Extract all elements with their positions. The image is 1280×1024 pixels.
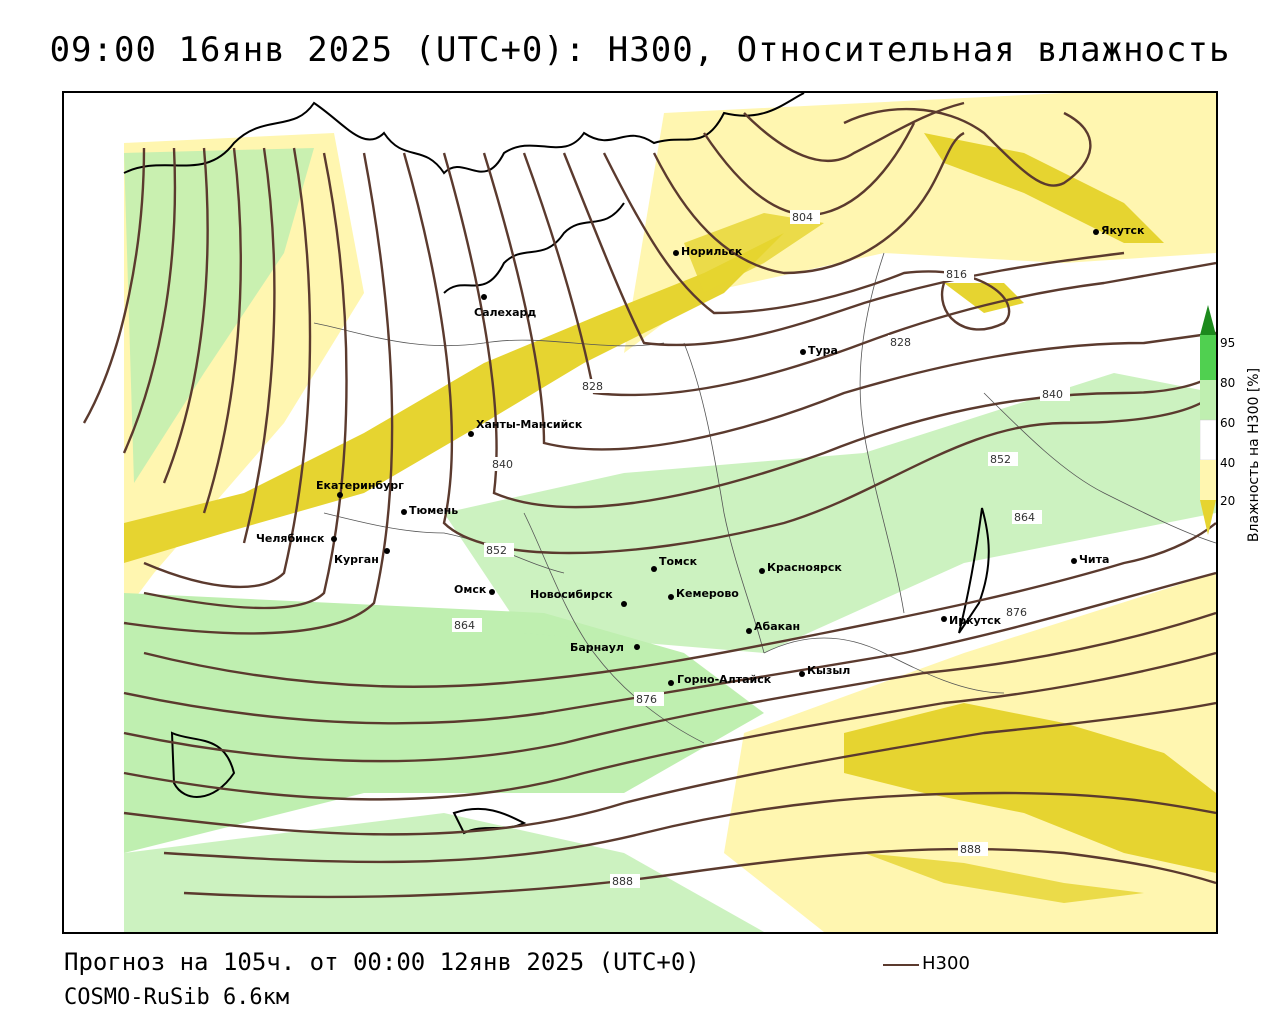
city-marker [941, 616, 947, 622]
contour-label: 864 [1014, 511, 1035, 524]
humidity-dry-band [844, 703, 1216, 873]
humidity-dry-band [864, 853, 1144, 903]
city-label: Горно-Алтайск [677, 673, 772, 686]
humidity-fields [124, 93, 1216, 932]
city-label: Томск [659, 555, 698, 568]
city-label: Якутск [1101, 224, 1145, 237]
humidity-moist-area [444, 373, 1216, 653]
coastlines [123, 93, 990, 835]
weather-map: 804 816 828 828 840 840 852 852 864 864 … [62, 91, 1218, 934]
humidity-dry-band [684, 213, 824, 293]
colorbar-tick: 95 [1220, 336, 1236, 350]
contour-label: 876 [636, 693, 657, 706]
contour-label: 864 [454, 619, 475, 632]
humidity-dry-band [124, 233, 784, 563]
contour-label: 816 [946, 268, 967, 281]
city-marker [673, 250, 679, 256]
contour-label: 876 [1006, 606, 1027, 619]
city-marker [799, 671, 805, 677]
humidity-dry-band [944, 283, 1024, 313]
colorbar-tick: 60 [1220, 416, 1236, 430]
contour-label: 828 [582, 380, 603, 393]
city-label: Курган [334, 553, 379, 566]
city-label: Красноярск [767, 561, 842, 574]
city-marker [651, 566, 657, 572]
city-label: Тюмень [409, 504, 458, 517]
colorbar-tick: 40 [1220, 456, 1236, 470]
city-marker [668, 680, 674, 686]
forecast-info: Прогноз на 105ч. от 00:00 12янв 2025 (UT… [64, 948, 700, 976]
contour-label: 888 [612, 875, 633, 888]
city-marker [800, 349, 806, 355]
h300-line-label: H300 [922, 953, 970, 974]
city-label: Кызыл [807, 664, 850, 677]
contour-label: 828 [890, 336, 911, 349]
contour-label: 804 [792, 211, 813, 224]
city-label: Иркутск [949, 614, 1002, 627]
city-marker [401, 509, 407, 515]
city-label: Новосибирск [530, 588, 613, 601]
city-label: Челябинск [256, 532, 325, 545]
city-marker [468, 431, 474, 437]
humidity-moist-area [124, 148, 314, 483]
city-marker [634, 644, 640, 650]
colorbar-top-arrow [1200, 305, 1216, 335]
city-label: Тура [808, 344, 838, 357]
city-label: Чита [1079, 553, 1109, 566]
h300-line-swatch [883, 964, 919, 966]
city-label: Норильск [681, 245, 743, 258]
map-title: 09:00 16янв 2025 (UTC+0): H300, Относите… [49, 30, 1231, 70]
colorbar-segment-95 [1200, 335, 1216, 380]
colorbar-segment-40 [1200, 460, 1216, 500]
humidity-low-area [624, 93, 1216, 353]
city-marker [481, 294, 487, 300]
city-label: Барнаул [570, 641, 624, 654]
city-label: Салехард [474, 306, 536, 319]
city-label: Омск [454, 583, 487, 596]
humidity-colorbar [1200, 305, 1216, 535]
colorbar-tick: 80 [1220, 376, 1236, 390]
lake-baikal [958, 507, 990, 634]
city-marker [746, 628, 752, 634]
colorbar-title: Влажность на H300 [%] [1244, 320, 1264, 590]
city-markers: Норильск Якутск Салехард Тура Ханты-Манс… [256, 224, 1145, 686]
humidity-moist-area [124, 813, 764, 932]
city-marker [384, 548, 390, 554]
city-marker [1093, 229, 1099, 235]
colorbar-segment-80 [1200, 380, 1216, 420]
city-marker [1071, 558, 1077, 564]
contour-labels: 804 816 828 828 840 840 852 852 864 864 … [452, 210, 1070, 888]
city-marker [759, 568, 765, 574]
city-marker [489, 589, 495, 595]
city-marker [337, 492, 343, 498]
city-marker [668, 594, 674, 600]
h300-contours [82, 101, 1216, 899]
colorbar-title-text: Влажность на H300 [%] [1246, 367, 1262, 543]
model-name: COSMO-RuSib 6.6км [64, 985, 290, 1010]
contour-label: 840 [1042, 388, 1063, 401]
city-label: Екатеринбург [316, 479, 404, 492]
contour-label: 888 [960, 843, 981, 856]
city-marker [621, 601, 627, 607]
humidity-dry-band [924, 133, 1164, 243]
contour-label: 840 [492, 458, 513, 471]
city-marker [331, 536, 337, 542]
map-canvas: 804 816 828 828 840 840 852 852 864 864 … [82, 93, 1216, 932]
colorbar-segment-60 [1200, 419, 1216, 461]
city-label: Абакан [754, 620, 800, 633]
city-label: Ханты-Мансийск [476, 418, 583, 431]
contour-label: 852 [486, 544, 507, 557]
city-label: Кемерово [676, 587, 739, 600]
contour-label: 852 [990, 453, 1011, 466]
colorbar-tick: 20 [1220, 494, 1236, 508]
colorbar-bottom-arrow [1200, 500, 1216, 535]
